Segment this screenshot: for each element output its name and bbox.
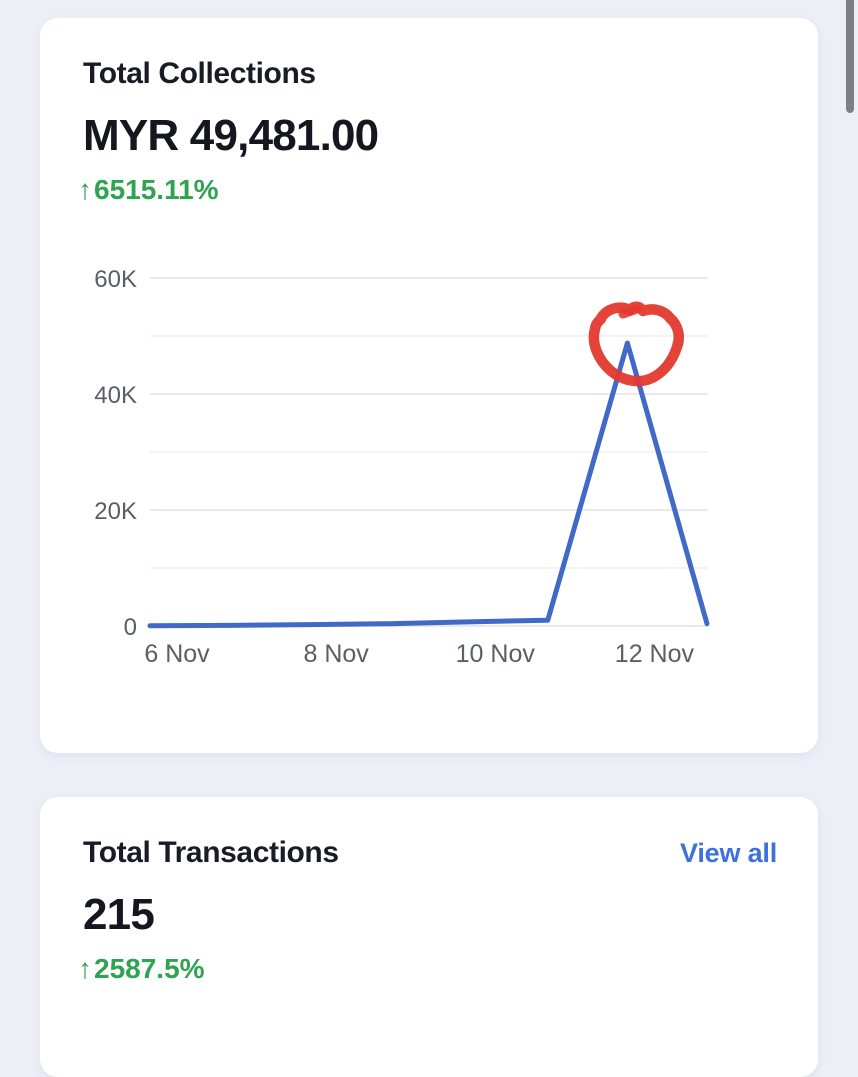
y-axis-tick-label: 20K	[94, 498, 137, 525]
x-axis-tick-label: 10 Nov	[456, 640, 536, 668]
x-axis-tick-label: 6 Nov	[144, 640, 210, 668]
total-transactions-card: Total Transactions View all 215 ↑ 2587.5…	[40, 797, 818, 1077]
y-axis-tick-label: 0	[124, 614, 137, 641]
collections-trend: ↑ 6515.11%	[78, 174, 775, 206]
collections-change-percent: 6515.11%	[94, 174, 219, 205]
scrollbar-thumb[interactable]	[846, 0, 854, 113]
trend-up-arrow-icon: ↑	[78, 174, 92, 205]
transactions-trend: ↑ 2587.5%	[78, 953, 775, 985]
x-axis-tick-label: 8 Nov	[303, 640, 369, 668]
transactions-count: 215	[83, 890, 155, 939]
collections-amount: MYR 49,481.00	[83, 111, 379, 160]
collections-line-chart: 60K 40K 20K 0 6 Nov 8 Nov 10 Nov 12 Nov	[94, 266, 710, 668]
view-all-link[interactable]: View all	[680, 838, 777, 868]
chart-line	[147, 340, 710, 629]
collections-card-title: Total Collections	[83, 57, 316, 90]
annotation-circle-overlap-stroke	[618, 304, 642, 319]
y-axis-tick-label: 60K	[94, 266, 137, 293]
transactions-change-percent: 2587.5%	[94, 953, 205, 984]
y-axis-tick-label: 40K	[94, 382, 137, 409]
transactions-card-header: Total Transactions View all	[40, 835, 818, 871]
trend-up-arrow-icon: ↑	[78, 953, 92, 984]
total-collections-card: Total Collections MYR 49,481.00 ↑ 6515.1…	[40, 18, 818, 753]
collections-chart-area: 60K 40K 20K 0 6 Nov 8 Nov 10 Nov 12 Nov	[40, 248, 818, 688]
transactions-card-title: Total Transactions	[83, 836, 339, 869]
x-axis-tick-label: 12 Nov	[615, 640, 695, 668]
